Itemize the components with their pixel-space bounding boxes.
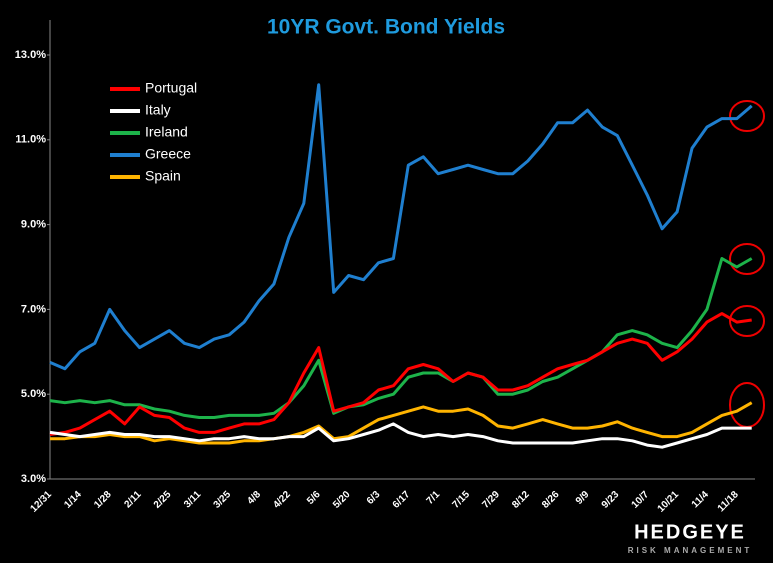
highlight-circle [729, 100, 765, 132]
legend-label: Italy [145, 102, 171, 118]
series-line [49, 83, 753, 371]
series-line [49, 422, 752, 449]
series-line [49, 312, 752, 436]
highlight-circle [729, 305, 765, 337]
y-tick-label: 5.0% [21, 388, 46, 400]
y-tick-label: 3.0% [21, 473, 46, 485]
logo-tagline: RISK MANAGEMENT [628, 546, 753, 555]
highlight-circle [729, 243, 765, 275]
series-line [50, 401, 753, 445]
chart-title: 10YR Govt. Bond Yields [267, 16, 505, 39]
logo: HEDGEYE [634, 521, 746, 543]
y-tick-label: 9.0% [21, 219, 46, 231]
legend-label: Spain [145, 168, 181, 184]
y-tick-label: 11.0% [15, 134, 46, 146]
legend-label: Portugal [145, 80, 197, 96]
y-tick-label: 13.0% [15, 49, 46, 61]
legend-label: Greece [145, 146, 191, 162]
legend-label: Ireland [145, 124, 188, 140]
series-line [49, 257, 753, 419]
y-tick-label: 7.0% [21, 303, 46, 315]
